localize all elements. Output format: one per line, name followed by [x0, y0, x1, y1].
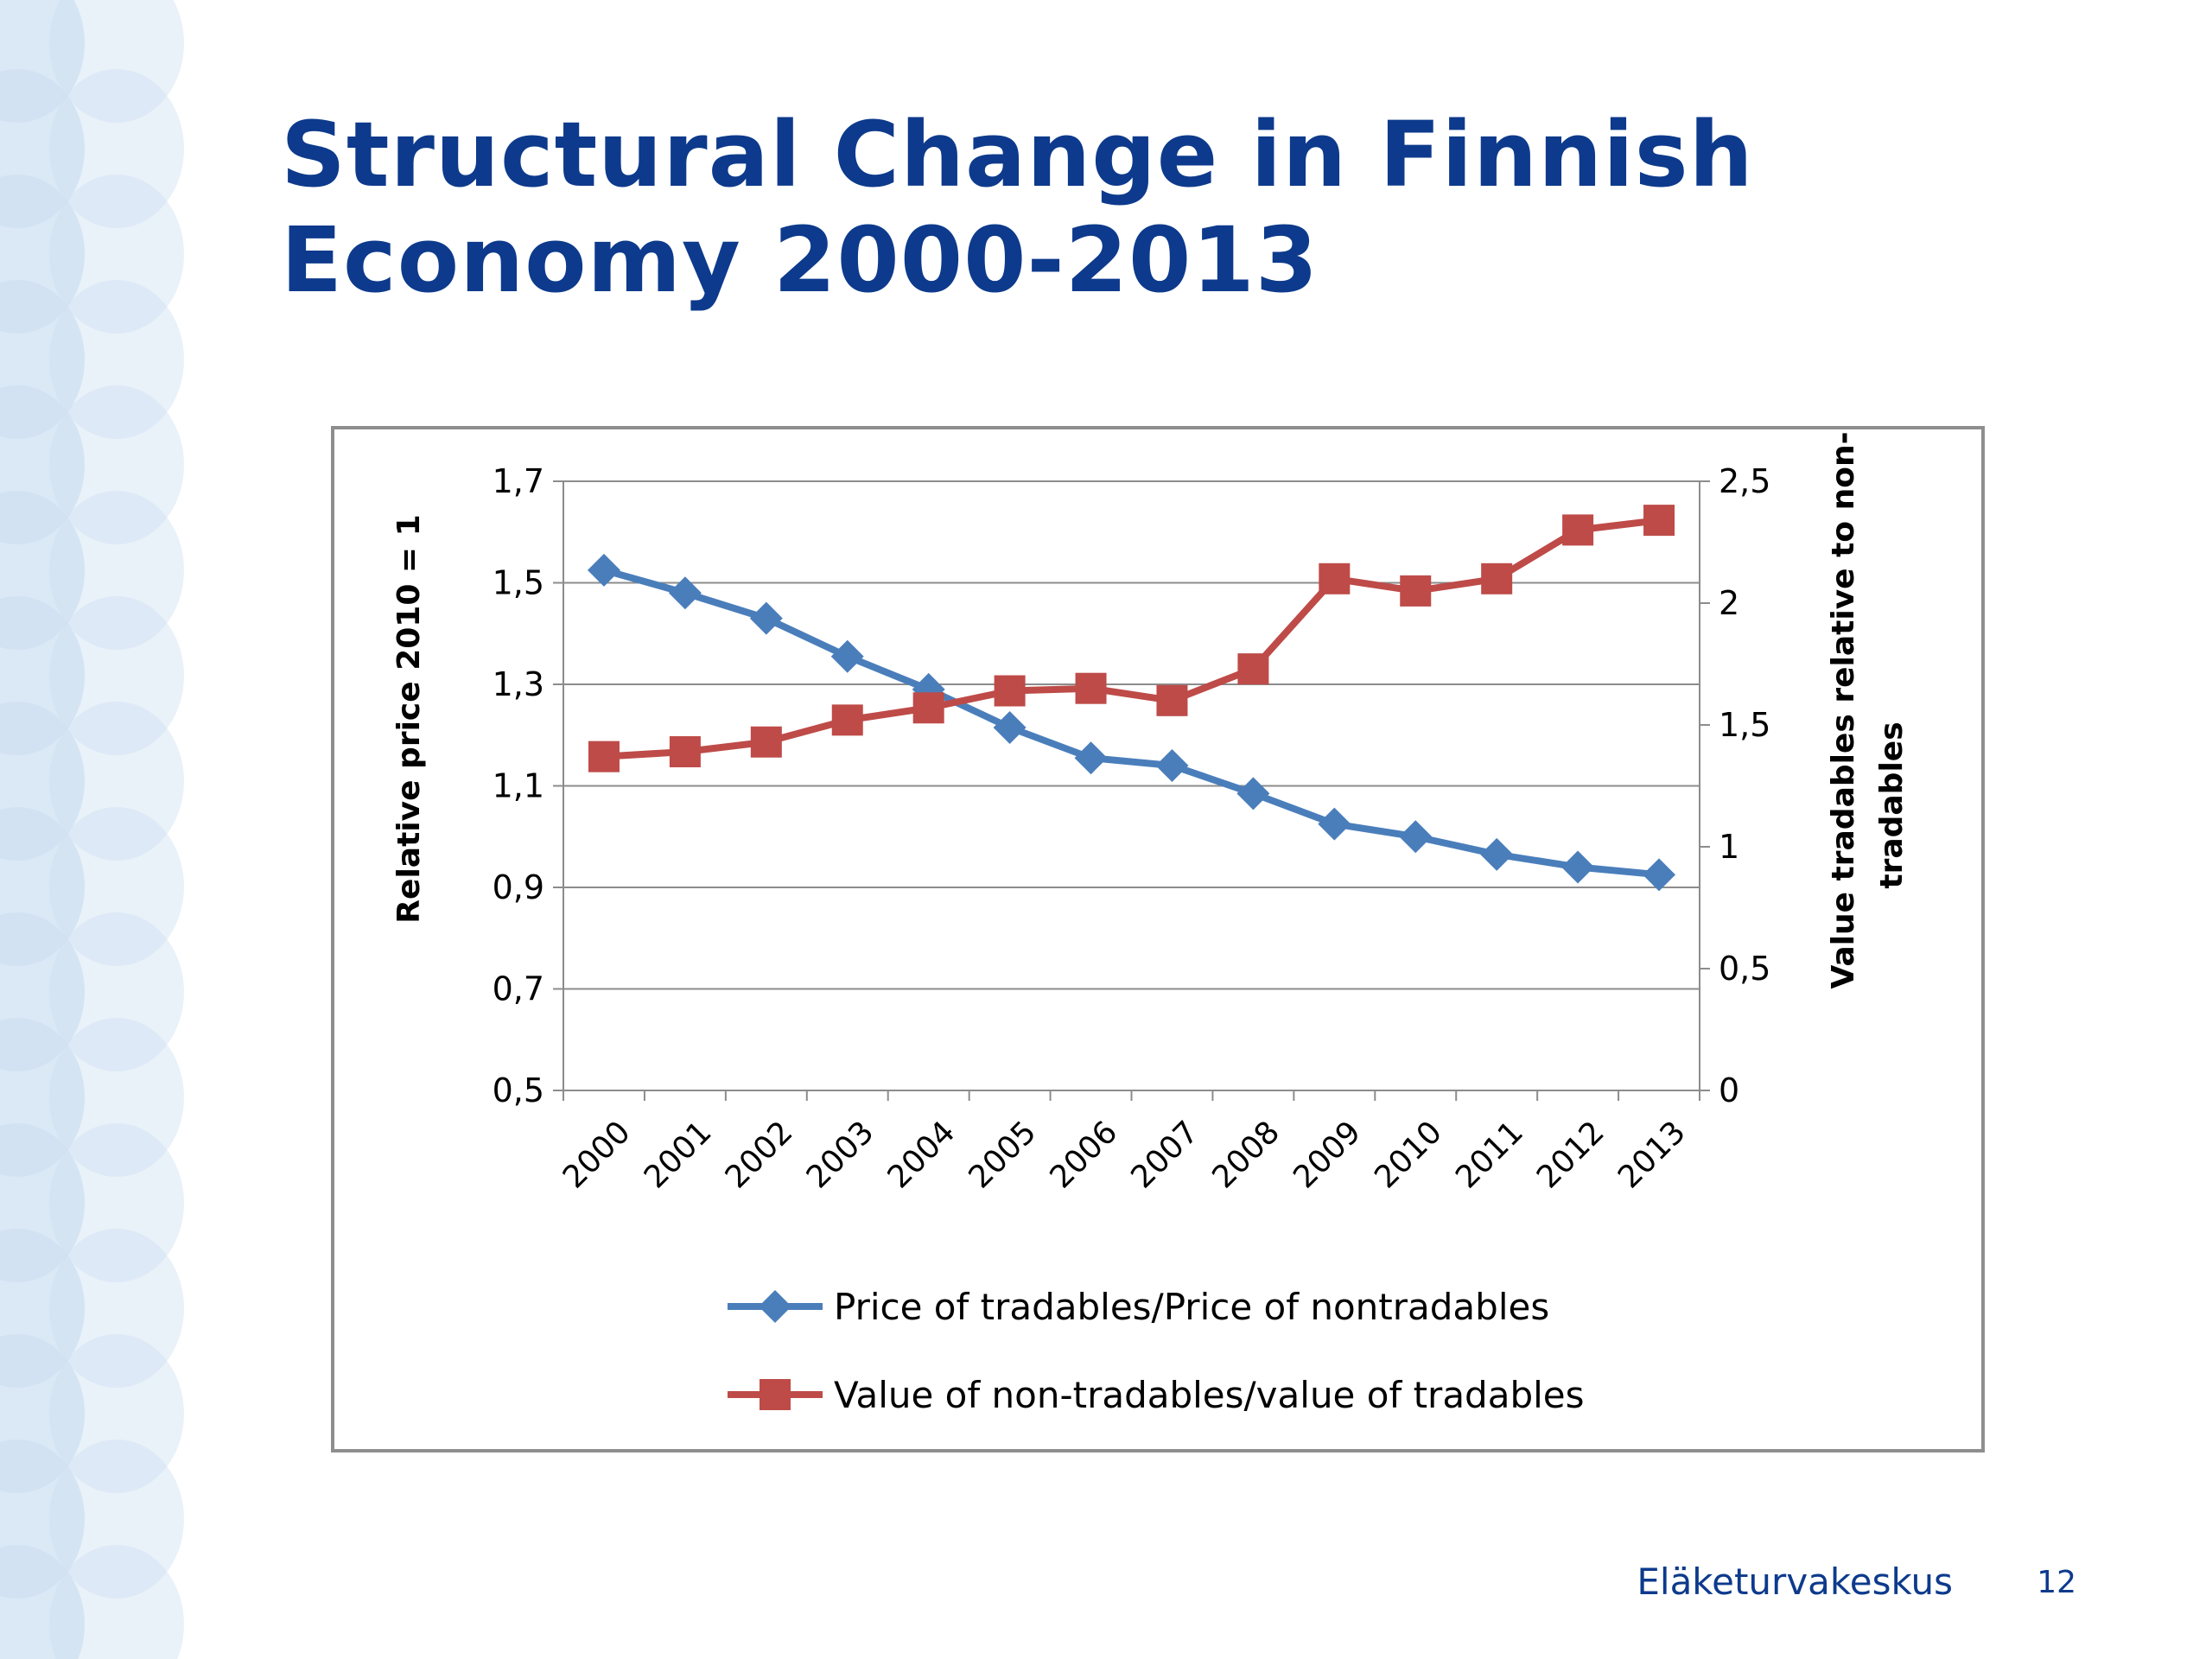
y2-tick-label: 0,5 [1719, 950, 1770, 988]
y2-axis-label-line-1: Value tradables relative to non- [1826, 431, 1861, 988]
data-point-square [1156, 684, 1188, 716]
x-tick-label: 2001 [638, 1115, 719, 1196]
y-tick-label: 0,5 [493, 1071, 544, 1109]
decorative-circle [49, 807, 184, 966]
data-point-diamond [1318, 807, 1351, 841]
y2-tick-label: 1,5 [1719, 706, 1770, 744]
x-tick-label: 2002 [719, 1115, 800, 1196]
y-tick-label: 0,7 [493, 970, 544, 1008]
decorative-circle [49, 912, 184, 1071]
data-point-square [1319, 563, 1351, 594]
legend-label: Price of tradables/Price of nontradables [834, 1286, 1549, 1328]
x-tick-label: 2007 [1124, 1115, 1205, 1196]
x-tick-label: 2012 [1530, 1115, 1611, 1196]
footer-brand: Eläketurvakeskus [1637, 1560, 1953, 1603]
y-tick-label: 1,5 [493, 564, 544, 602]
data-point-diamond [1155, 749, 1189, 782]
data-point-diamond [587, 553, 620, 587]
x-tick-label: 2003 [800, 1115, 881, 1196]
decorative-circle [49, 596, 184, 755]
decorative-circle [49, 1440, 184, 1599]
y-axis-label: Relative price 2010 = 1 [391, 514, 427, 923]
chart-frame: 1,7 1,5 1,3 1,1 0,9 0,7 0,5 2,5 2 1,5 1 0,5 0 2000 200… [331, 426, 1985, 1452]
data-point-square [1237, 653, 1269, 685]
data-point-diamond [1399, 820, 1433, 854]
data-point-diamond [1480, 837, 1514, 871]
series-line [603, 517, 1660, 760]
series-layer [587, 505, 1676, 892]
x-tick-label: 2004 [881, 1115, 963, 1196]
y-tick-label: 1,3 [493, 665, 544, 703]
decorative-circle [49, 175, 184, 334]
series-line [602, 566, 1660, 879]
data-point-square [588, 741, 620, 772]
decorative-circle [49, 69, 184, 228]
data-point-diamond [1643, 858, 1676, 892]
slide-title-line-1: Structural Change in Finnish [281, 102, 1754, 207]
y2-axis-label-line-2: tradables [1874, 721, 1910, 888]
legend-marker-diamond [759, 1290, 791, 1323]
x-tick-label: 2013 [1611, 1115, 1693, 1196]
legend: Price of tradables/Price of nontradables… [728, 1286, 1585, 1416]
data-point-diamond [993, 710, 1027, 744]
decorative-circle [49, 280, 184, 439]
data-point-diamond [1561, 850, 1595, 884]
y2-tick-label: 2,5 [1719, 462, 1770, 500]
data-point-square [750, 726, 782, 758]
y2-tick-label: 2 [1719, 584, 1739, 622]
data-point-diamond [749, 601, 783, 635]
x-tick-label: 2006 [1043, 1115, 1124, 1196]
gridlines [563, 480, 1700, 990]
decorative-circle [0, 1545, 85, 1659]
data-point-diamond [1236, 777, 1270, 810]
y-tick-label: 1,1 [493, 767, 544, 805]
legend-marker-square [760, 1379, 791, 1410]
decorative-circle-pattern [0, 0, 184, 1659]
y-tick-label: 1,7 [493, 462, 544, 500]
y-tick-label: 0,9 [493, 868, 544, 906]
x-tick-label: 2008 [1205, 1115, 1287, 1196]
x-tick-label: 2010 [1368, 1115, 1449, 1196]
data-point-square [669, 736, 701, 768]
legend-item-2: Value of non-tradables/value of tradable… [728, 1374, 1585, 1416]
decorative-circle [49, 702, 184, 861]
data-point-square [912, 692, 944, 724]
x-tick-label: 2005 [963, 1115, 1044, 1196]
y2-tick-label: 1 [1719, 828, 1739, 866]
legend-item-1: Price of tradables/Price of nontradables [728, 1286, 1549, 1328]
data-point-square [831, 704, 863, 736]
decorative-circle [49, 1123, 184, 1282]
decorative-circle [49, 0, 184, 123]
decorative-circle [49, 1545, 184, 1659]
decorative-circle [49, 491, 184, 650]
data-point-square [1400, 575, 1432, 607]
series-2 [588, 505, 1675, 772]
slide-title-line-2: Economy 2000-2013 [281, 207, 1319, 313]
data-point-square [1643, 505, 1675, 537]
slide-title: Structural Change in Finnish Economy 200… [281, 102, 1923, 313]
data-point-square [1075, 672, 1107, 704]
decorative-circle [49, 1229, 184, 1388]
decorative-circle [49, 385, 184, 544]
data-point-square [1481, 563, 1513, 594]
data-point-diamond [668, 576, 702, 610]
y2-tick-label: 0 [1719, 1071, 1739, 1109]
decorative-circle [49, 1334, 184, 1493]
x-tick-label: 2009 [1287, 1115, 1368, 1196]
series-1 [587, 553, 1676, 892]
data-point-diamond [1074, 741, 1108, 775]
legend-label: Value of non-tradables/value of tradable… [834, 1374, 1585, 1416]
x-tick-label: 2011 [1449, 1115, 1530, 1196]
page-number: 12 [2037, 1565, 2076, 1600]
x-tick-label: 2000 [556, 1115, 638, 1196]
data-point-square [1562, 514, 1594, 546]
data-point-diamond [830, 639, 864, 673]
decorative-circle [49, 1018, 184, 1177]
data-point-square [994, 675, 1026, 707]
